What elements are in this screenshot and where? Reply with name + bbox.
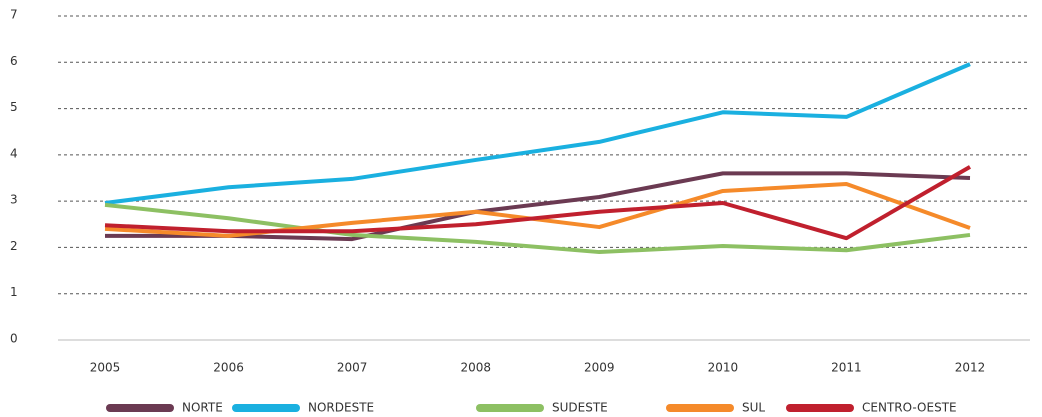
line-series [104, 165, 971, 241]
legend-label: NORDESTE [308, 401, 374, 415]
y-tick-label: 1 [10, 285, 18, 299]
line-series [104, 182, 971, 238]
x-tick-label: 2009 [584, 361, 615, 375]
y-tick-label: 7 [10, 8, 18, 22]
y-tick-label: 6 [10, 54, 18, 68]
y-tick-label: 4 [10, 146, 18, 160]
x-tick-label: 2010 [708, 361, 739, 375]
legend-label: SUL [742, 401, 765, 415]
x-tick-label: 2006 [213, 361, 244, 375]
legend-label: SUDESTE [552, 401, 608, 415]
y-tick-label: 2 [10, 239, 18, 253]
x-tick-label: 2005 [90, 361, 121, 375]
y-tick-label: 5 [10, 100, 18, 114]
x-tick-label: 2008 [460, 361, 491, 375]
line-series [105, 171, 971, 242]
x-tick-label: 2007 [337, 361, 368, 375]
legend-label: CENTRO-OESTE [862, 401, 957, 415]
y-tick-label: 3 [10, 193, 18, 207]
line-series [104, 62, 971, 205]
line-series [104, 202, 971, 255]
x-tick-label: 2011 [831, 361, 862, 375]
x-tick-label: 2012 [955, 361, 986, 375]
legend-label: NORTE [182, 401, 223, 415]
y-tick-label: 0 [10, 332, 18, 346]
